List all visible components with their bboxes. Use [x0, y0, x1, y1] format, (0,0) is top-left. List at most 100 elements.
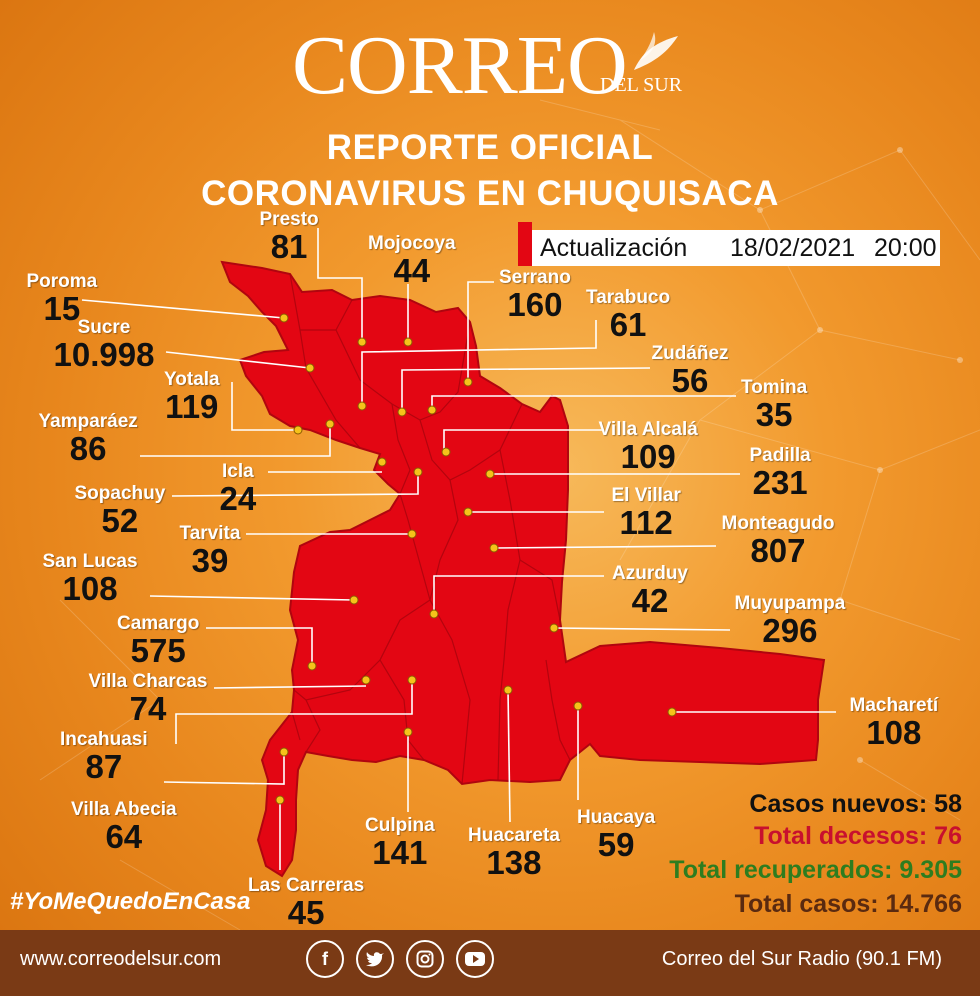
location-pin: [407, 529, 417, 539]
municipality-name: Zudáñez: [651, 343, 729, 364]
municipality-label: Villa Charcas 74: [89, 672, 208, 725]
municipality-name: Huacareta: [468, 825, 560, 846]
municipality-name: Las Carreras: [248, 875, 365, 896]
leader-line: [206, 627, 313, 666]
leader-line: [163, 752, 285, 785]
municipality-label: Villa Alcalá 109: [599, 420, 698, 473]
title-line-2: CORONAVIRUS EN CHUQUISACA: [201, 174, 779, 213]
municipality-label: Tarabuco 61: [586, 288, 670, 341]
municipality-cases: 807: [750, 532, 806, 569]
municipality-label: El Villar 112: [612, 486, 681, 539]
location-pin: [413, 467, 423, 477]
update-label: Actualización: [540, 234, 688, 262]
department-shape: [220, 260, 826, 878]
leader-line: [149, 595, 355, 601]
municipality-cases: 44: [393, 252, 431, 289]
location-pin: [503, 685, 513, 695]
municipality-name: Icla: [222, 461, 254, 482]
hashtag: #YoMeQuedoEnCasa: [10, 888, 251, 915]
location-pin: [357, 401, 367, 411]
location-pin: [325, 419, 335, 429]
twitter-icon[interactable]: [356, 940, 394, 978]
location-pin: [403, 337, 413, 347]
municipality-name: Poroma: [26, 271, 98, 292]
municipality-name: Villa Charcas: [88, 671, 208, 692]
facebook-icon[interactable]: f: [306, 940, 344, 978]
municipality-label: Sucre 10.998: [54, 318, 155, 371]
location-pin: [549, 623, 559, 633]
municipality-label: Monteagudo 807: [722, 514, 835, 567]
location-pin: [667, 707, 677, 717]
municipality-cases: 52: [101, 502, 139, 539]
location-pin: [279, 313, 289, 323]
leader-line: [165, 351, 311, 369]
instagram-icon[interactable]: [406, 940, 444, 978]
municipality-label: Camargo 575: [117, 614, 199, 667]
municipality-cases: 296: [762, 612, 818, 649]
municipality-name: Villa Alcalá: [598, 419, 698, 440]
location-pin: [441, 447, 451, 457]
leader-line: [81, 299, 285, 319]
municipal-borders: [289, 273, 571, 785]
municipality-cases: 575: [130, 632, 186, 669]
municipality-cases: 59: [597, 826, 635, 863]
leader-line: [507, 689, 511, 823]
municipality-cases: 10.998: [53, 336, 155, 373]
municipality-name: El Villar: [611, 485, 681, 506]
location-pin: [305, 363, 315, 373]
municipality-cases: 39: [191, 542, 229, 579]
location-pin: [279, 747, 289, 757]
municipality-cases: 109: [620, 438, 676, 475]
municipality-name: Serrano: [499, 267, 571, 288]
logo-del-sur: DEL SUR: [600, 74, 683, 96]
leader-line: [401, 367, 651, 412]
municipality-cases: 24: [219, 480, 257, 517]
municipality-label: Icla 24: [220, 462, 257, 515]
municipality-cases: 15: [43, 290, 81, 327]
stat-deaths: Total decesos: 76: [754, 822, 962, 850]
municipality-label: Tomina 35: [741, 378, 807, 431]
municipality-cases: 108: [866, 714, 922, 751]
update-time: 20:00: [874, 234, 937, 262]
municipality-cases: 35: [755, 396, 793, 433]
leader-line: [231, 382, 298, 431]
municipality-cases: 86: [69, 430, 107, 467]
leader-line: [317, 228, 363, 342]
title-line-1: REPORTE OFICIAL: [326, 128, 654, 167]
municipality-name: Sucre: [77, 317, 131, 338]
website-link[interactable]: www.correodelsur.com: [20, 948, 222, 970]
municipality-cases: 64: [105, 818, 143, 855]
location-pin: [463, 507, 473, 517]
location-pin: [489, 543, 499, 553]
location-pin: [485, 469, 495, 479]
municipality-label: Padilla 231: [750, 446, 811, 499]
municipality-name: Monteagudo: [721, 513, 835, 534]
stat-total-cases: Total casos: 14.766: [734, 890, 962, 918]
municipality-name: Tarabuco: [586, 287, 671, 308]
leader-line: [175, 680, 413, 744]
municipality-label: Poroma 15: [27, 272, 98, 325]
leader-line: [171, 472, 419, 497]
municipality-label: Huacareta 138: [468, 826, 560, 879]
municipality-name: Padilla: [749, 445, 811, 466]
location-pin: [397, 407, 407, 417]
leader-line: [493, 545, 717, 549]
municipality-label: San Lucas 108: [43, 552, 138, 605]
municipality-label: Azurduy 42: [612, 564, 688, 617]
municipality-label: Culpina 141: [365, 816, 435, 869]
youtube-icon[interactable]: [456, 940, 494, 978]
location-pin: [463, 377, 473, 387]
municipality-label: Las Carreras 45: [248, 876, 364, 929]
location-pin: [573, 701, 583, 711]
location-pin: [361, 675, 371, 685]
municipality-cases: 108: [62, 570, 118, 607]
leaf-logo-icon: [634, 32, 678, 70]
municipality-label: Mojocoya 44: [368, 234, 456, 287]
location-pin: [377, 457, 387, 467]
municipality-name: Culpina: [365, 815, 435, 836]
stat-new-cases: Casos nuevos: 58: [749, 790, 962, 818]
municipality-label: Presto 81: [260, 210, 319, 263]
municipality-name: Azurduy: [612, 563, 688, 584]
